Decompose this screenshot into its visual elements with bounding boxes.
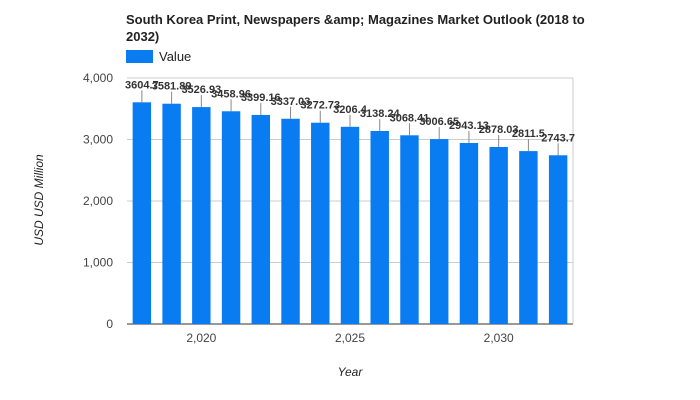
bar[interactable] [519,151,538,324]
value-label: 3337.03 [271,96,311,108]
value-label: 3138.24 [360,108,401,120]
bar[interactable] [251,114,271,324]
value-label: 3581.89 [152,81,192,93]
value-label: 3006.65 [419,116,459,128]
bar[interactable] [340,126,360,324]
bar[interactable] [192,107,211,324]
value-label: 3272.73 [300,100,340,112]
bar[interactable] [459,142,479,324]
y-axis-label: USD USD Million [32,154,46,246]
bar[interactable] [370,130,389,324]
value-label: 3604.7 [125,79,159,91]
value-label: 2878.03 [479,124,519,136]
bar[interactable] [132,102,152,325]
x-tick-label: 2,030 [484,331,514,345]
value-label: 2743.7 [541,132,575,144]
y-tick-label: 2,000 [83,194,113,208]
bar[interactable] [221,111,241,324]
value-label: 3399.16 [241,92,281,104]
x-axis-label: Year [338,365,364,379]
x-tick-label: 2,020 [186,331,216,345]
bar[interactable] [400,135,419,324]
value-label: 3068.41 [390,112,430,124]
y-tick-label: 1,000 [83,256,113,270]
legend-swatch [126,50,153,63]
value-label: 2943.13 [449,120,489,132]
value-label: 2811.5 [512,128,545,140]
y-tick-label: 4,000 [83,71,113,85]
bar[interactable] [281,118,300,325]
bar[interactable] [489,147,508,324]
value-label: 3526.93 [181,84,221,96]
bar[interactable] [311,122,330,324]
y-tick-label: 0 [106,317,113,331]
bars [132,102,568,325]
y-axis-ticks: 0 1,000 2,000 3,000 4,000 [83,71,113,331]
value-label: 3206.4 [333,104,368,116]
bar[interactable] [429,139,449,324]
y-tick-label: 3,000 [83,133,113,147]
x-tick-label: 2,025 [335,331,365,345]
value-label: 3458.96 [211,88,251,100]
bar[interactable] [548,155,568,324]
chart-title: South Korea Print, Newspapers &amp; Maga… [126,12,585,44]
legend[interactable]: Value [126,49,191,64]
x-axis-ticks: 2,020 2,025 2,030 [186,331,514,345]
value-labels: 3604.73581.893526.933458.963399.163337.0… [125,79,575,156]
legend-label: Value [159,49,192,64]
bar[interactable] [162,103,181,324]
